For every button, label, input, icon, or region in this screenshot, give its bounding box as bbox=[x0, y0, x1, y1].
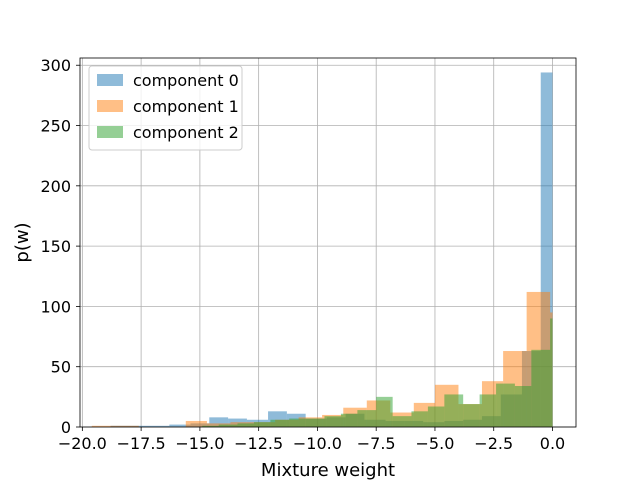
histogram-bar bbox=[376, 396, 393, 427]
x-tick-label: −20.0 bbox=[58, 434, 107, 453]
histogram-bar bbox=[289, 418, 306, 427]
histogram-bar bbox=[209, 417, 229, 427]
histogram-bar bbox=[131, 425, 151, 427]
y-axis-label: p(w) bbox=[12, 222, 33, 262]
y-tick-label: 250 bbox=[40, 117, 71, 136]
histogram-bar bbox=[479, 394, 497, 427]
y-tick-label: 50 bbox=[51, 358, 71, 377]
legend-label: component 2 bbox=[133, 123, 239, 142]
y-tick-label: 150 bbox=[40, 237, 71, 256]
histogram-bar bbox=[202, 425, 219, 427]
legend-label: component 0 bbox=[133, 71, 239, 90]
histogram-bar bbox=[540, 72, 553, 428]
bars-layer bbox=[91, 72, 553, 428]
histogram-bar bbox=[427, 406, 445, 427]
histogram-bar bbox=[340, 413, 358, 427]
legend-swatch bbox=[97, 126, 123, 138]
histogram-bar bbox=[357, 410, 377, 427]
x-tick-label: −10.0 bbox=[293, 434, 342, 453]
histogram-bar bbox=[496, 383, 515, 427]
ticks-layer: −20.0 −17.5 −15.0 −12.5 −10.0 −7.5 −5.0 −2.5 0.0… bbox=[40, 56, 565, 453]
histogram-bar bbox=[237, 423, 254, 427]
histogram-bar bbox=[270, 419, 290, 427]
histogram-bar bbox=[531, 349, 551, 427]
legend-swatch bbox=[97, 100, 123, 112]
x-tick-label: −15.0 bbox=[175, 434, 224, 453]
histogram-bar bbox=[550, 318, 553, 427]
histogram-bar bbox=[253, 422, 271, 427]
x-tick-label: −17.5 bbox=[117, 434, 166, 453]
histogram-bar bbox=[185, 420, 207, 427]
histogram-bar bbox=[463, 404, 480, 427]
x-tick-label: −12.5 bbox=[234, 434, 283, 453]
y-tick-label: 100 bbox=[40, 297, 71, 316]
x-tick-label: 0.0 bbox=[540, 434, 565, 453]
histogram-bar bbox=[392, 416, 412, 427]
histogram-bar bbox=[305, 418, 325, 427]
y-tick-label: 300 bbox=[40, 56, 71, 75]
plot-frame bbox=[79, 57, 577, 428]
histogram-bar bbox=[324, 416, 341, 427]
x-tick-label: −5.0 bbox=[416, 434, 455, 453]
legend-label: component 1 bbox=[133, 97, 239, 116]
histogram-bar bbox=[150, 425, 170, 427]
histogram-bar bbox=[169, 424, 191, 427]
series-2-bars bbox=[202, 318, 553, 427]
histogram-bar bbox=[411, 411, 428, 427]
y-tick-label: 0 bbox=[61, 418, 71, 437]
x-axis-label: Mixture weight bbox=[261, 460, 395, 480]
histogram-bar bbox=[514, 386, 532, 427]
histogram-bar bbox=[91, 425, 116, 427]
histogram-bar bbox=[115, 425, 139, 427]
histogram-bar bbox=[218, 424, 238, 427]
x-tick-label: −7.5 bbox=[357, 434, 396, 453]
legend: component 0 component 1 component 2 bbox=[88, 65, 243, 151]
y-tick-label: 200 bbox=[40, 177, 71, 196]
legend-box bbox=[88, 65, 243, 151]
x-tick-label: −2.5 bbox=[474, 434, 513, 453]
legend-swatch bbox=[97, 74, 123, 86]
histogram-bar bbox=[444, 394, 464, 427]
grid-layer bbox=[80, 58, 576, 428]
